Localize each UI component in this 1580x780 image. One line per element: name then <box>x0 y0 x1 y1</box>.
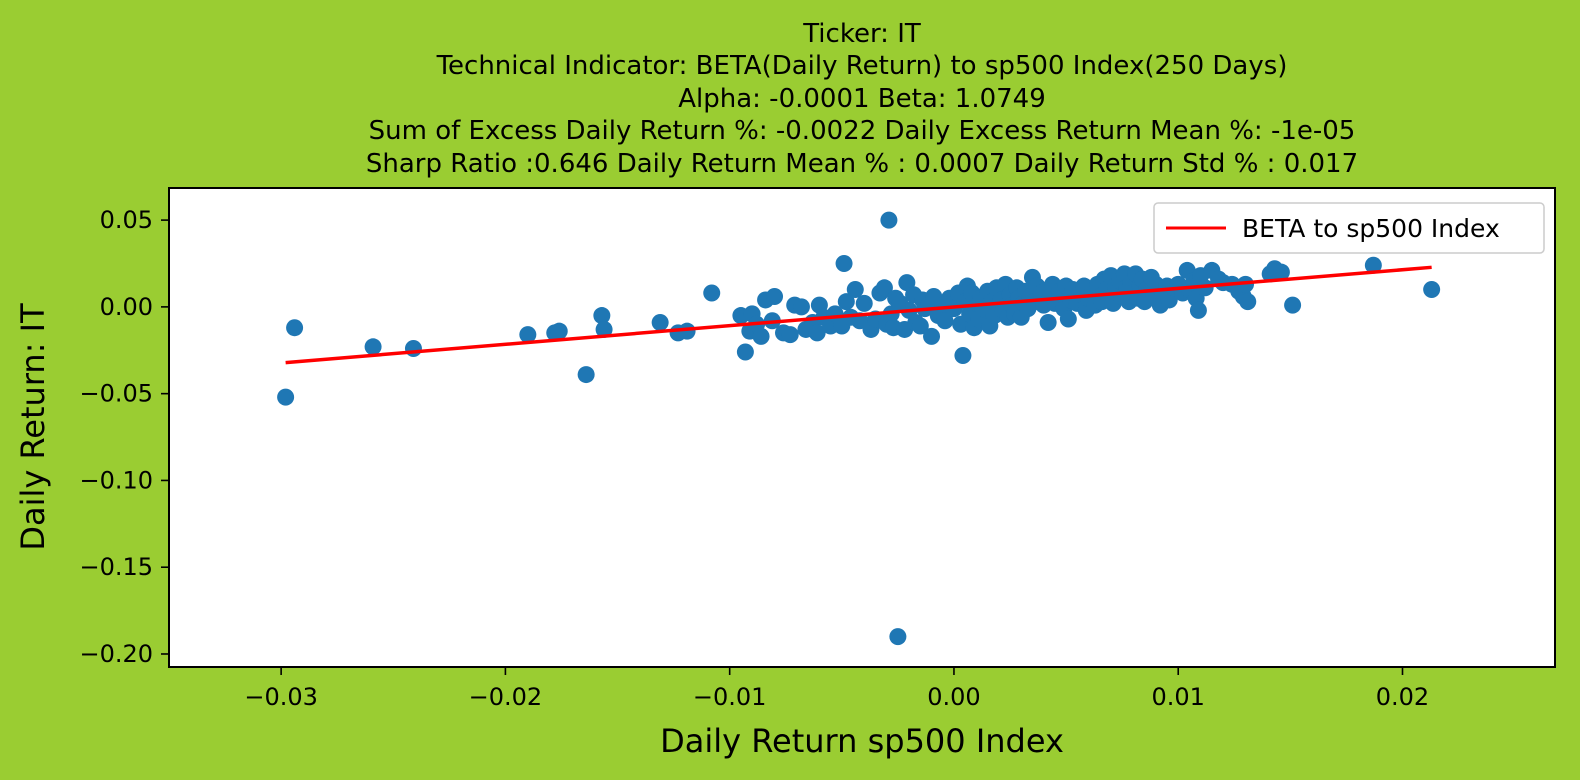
data-point <box>1239 293 1257 311</box>
data-point <box>875 279 893 297</box>
title-line-indicator: Technical Indicator: BETA(Daily Return) … <box>436 51 1288 81</box>
data-point <box>792 298 810 316</box>
y-tick-label: −0.05 <box>79 380 153 408</box>
data-point <box>678 322 696 340</box>
y-tick-label: −0.20 <box>79 640 153 668</box>
y-axis-ticks: 0.05 0.00 −0.05 −0.10 −0.15 −0.20 <box>79 206 169 668</box>
data-point <box>404 340 422 358</box>
data-point <box>911 317 929 335</box>
data-point <box>781 326 799 344</box>
data-point <box>651 314 669 332</box>
y-tick-label: 0.00 <box>100 293 153 321</box>
data-point <box>923 327 941 345</box>
legend: BETA to sp500 Index <box>1153 202 1545 254</box>
data-point <box>808 324 826 342</box>
x-tick-label: −0.03 <box>244 683 318 711</box>
data-point <box>954 346 972 364</box>
plot-frame <box>168 187 1556 668</box>
title-line-sharp-ratio: Sharp Ratio :0.646 Daily Return Mean % :… <box>366 149 1358 179</box>
title-line-ticker: Ticker: IT <box>802 19 921 49</box>
regression-line-layer <box>285 265 1432 365</box>
y-axis-label: Daily Return: IT <box>14 303 52 551</box>
chart-title: Ticker: IT Technical Indicator: BETA(Dai… <box>366 19 1358 179</box>
data-point <box>1272 263 1290 281</box>
data-point <box>1423 281 1441 299</box>
data-point <box>880 211 898 229</box>
title-line-alpha-beta: Alpha: -0.0001 Beta: 1.0749 <box>678 84 1046 114</box>
regression-line <box>285 265 1432 365</box>
data-point <box>1059 310 1077 328</box>
data-point <box>593 307 611 325</box>
data-point <box>577 366 595 384</box>
x-axis-ticks: −0.03 −0.02 −0.01 0.00 0.01 0.02 <box>244 667 1429 711</box>
legend-label: BETA to sp500 Index <box>1242 214 1500 243</box>
data-point <box>766 287 784 305</box>
data-point <box>936 312 954 330</box>
data-point <box>1284 296 1302 314</box>
data-point <box>835 254 853 272</box>
y-tick-label: −0.10 <box>79 466 153 494</box>
x-tick-label: 0.02 <box>1376 683 1429 711</box>
x-tick-label: 0.00 <box>927 683 980 711</box>
data-point <box>1364 256 1382 274</box>
data-point <box>595 320 613 338</box>
data-point <box>364 338 382 356</box>
x-tick-label: −0.01 <box>693 683 767 711</box>
x-axis-label: Daily Return sp500 Index <box>660 722 1064 760</box>
y-tick-label: 0.05 <box>100 206 153 234</box>
data-point <box>855 294 873 312</box>
data-point <box>736 343 754 361</box>
data-point <box>286 319 304 337</box>
data-point <box>837 293 855 311</box>
data-point <box>752 327 770 345</box>
title-line-excess-return: Sum of Excess Daily Return %: -0.0022 Da… <box>369 116 1356 146</box>
data-point <box>703 284 721 302</box>
data-point <box>846 281 864 299</box>
data-point <box>277 388 295 406</box>
data-point <box>1039 314 1057 332</box>
plot-area <box>169 188 1555 667</box>
data-point <box>519 326 537 344</box>
data-point <box>889 628 907 646</box>
legend-box <box>1153 202 1545 254</box>
x-tick-label: −0.02 <box>469 683 543 711</box>
data-point <box>550 322 568 340</box>
x-tick-label: 0.01 <box>1152 683 1205 711</box>
data-point <box>1189 301 1207 319</box>
y-tick-label: −0.15 <box>79 553 153 581</box>
